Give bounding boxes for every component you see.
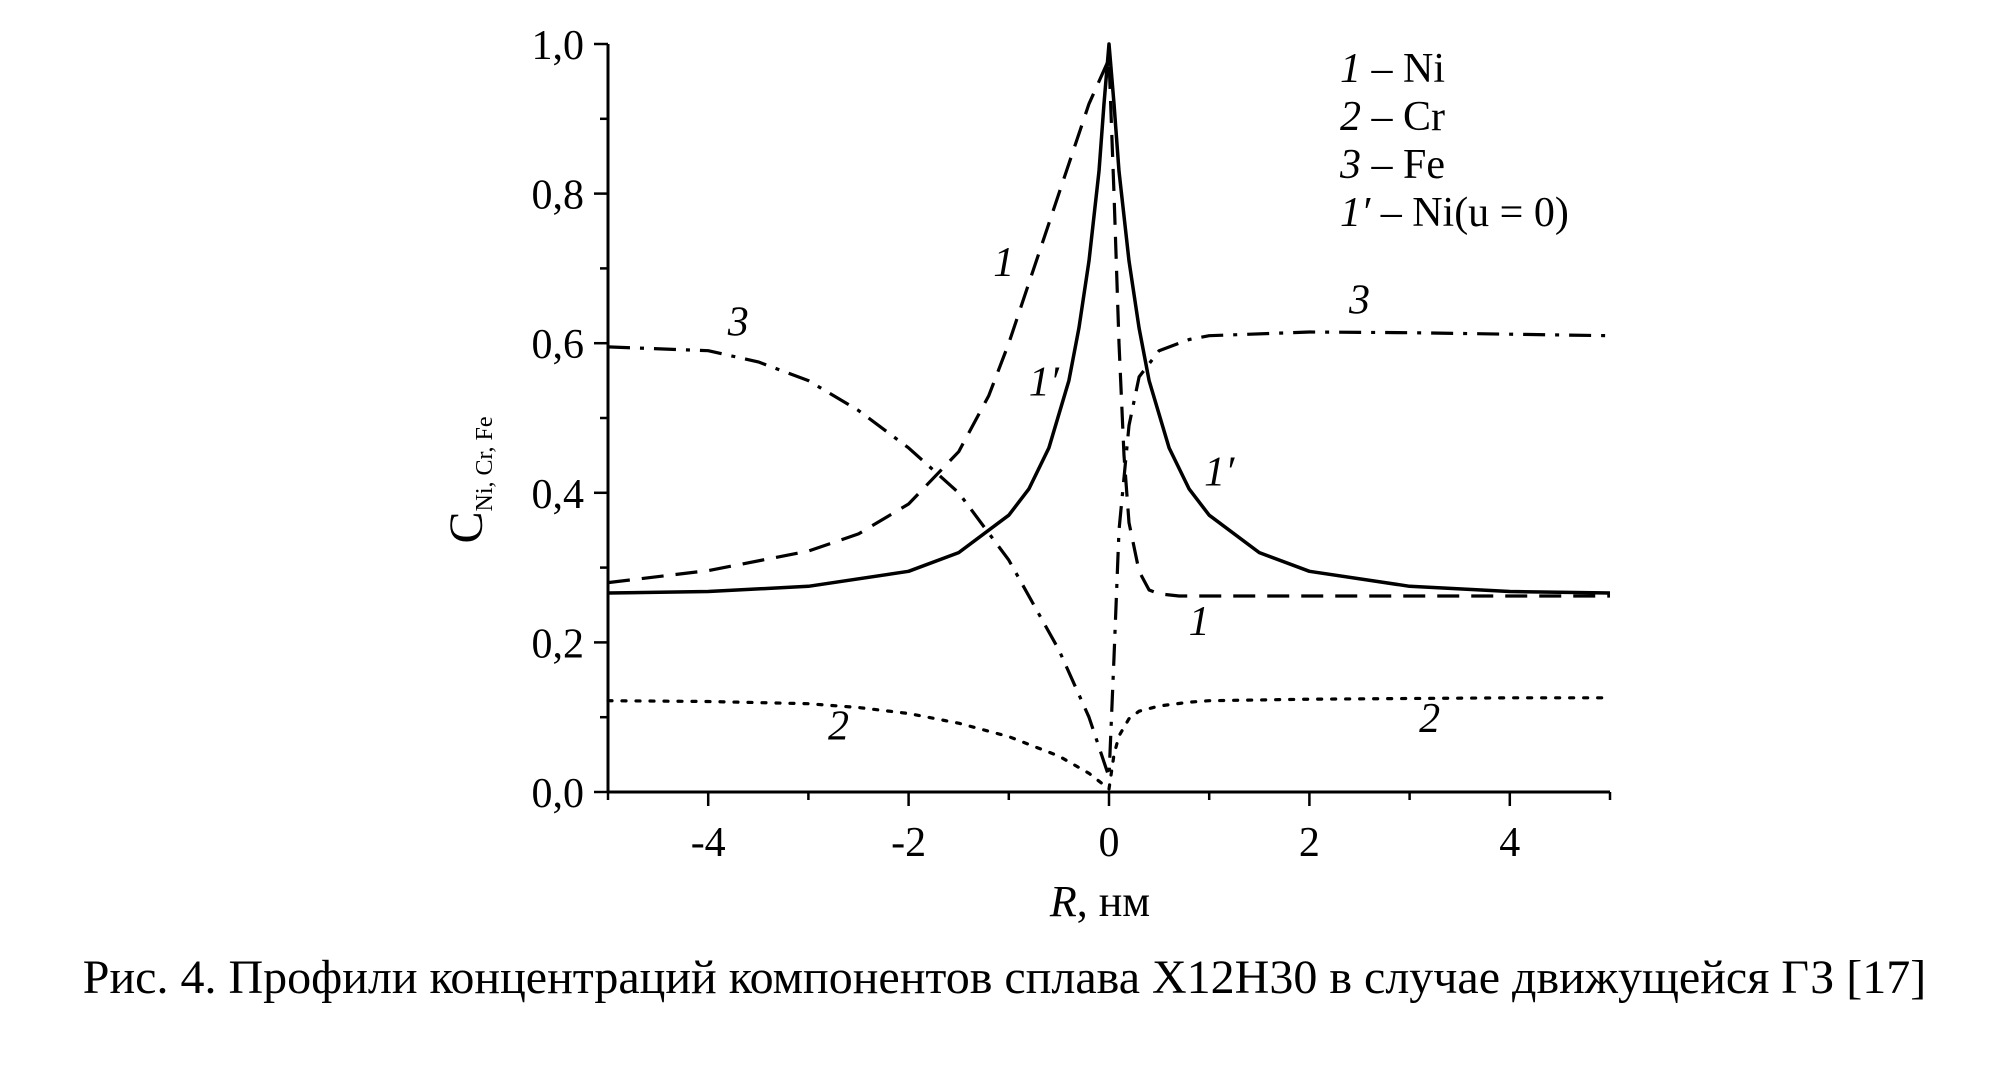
x-tick-label: 2: [1299, 820, 1320, 866]
curve-label: 2: [828, 704, 849, 750]
legend-entry-text: – Fe: [1361, 142, 1445, 188]
x-tick-label: 0: [1099, 820, 1120, 866]
curve-label: 1: [1189, 599, 1210, 645]
curve-label: 1: [993, 240, 1014, 286]
curve-labels-layer: 1 1′ 3 2 1′ 1 3 2: [727, 240, 1440, 750]
curve-label: 2: [1419, 696, 1440, 742]
legend-entry: 3 – Fe: [1339, 142, 1445, 188]
y-axis-label: CNi, Cr, Fe: [440, 416, 498, 543]
x-tick-label: -4: [691, 820, 726, 866]
legend-entry-number: 3: [1339, 142, 1361, 188]
legend-entry-text: – Ni(u = 0): [1370, 190, 1569, 236]
legend-entry: 2 – Cr: [1340, 94, 1445, 140]
series-line-4: [606, 696, 1612, 791]
legend-entry-number: 2: [1340, 94, 1361, 140]
curve-label: 3: [1348, 277, 1370, 323]
x-axis-label-unit: , нм: [1077, 877, 1150, 926]
y-tick-label: 0,6: [532, 322, 585, 368]
plot-frame: [606, 44, 1610, 794]
legend-entry-text: – Ni: [1361, 46, 1445, 92]
series-line-2: [607, 42, 1611, 595]
y-tick-label: 0,2: [532, 621, 585, 667]
y-tick-label: 0,4: [532, 472, 585, 518]
axis-labels: R, нм CNi, Cr, Fe: [440, 416, 1150, 926]
y-tick-label: 1,0: [532, 23, 585, 69]
legend-entry-number: 1: [1340, 46, 1361, 92]
curves-layer: [606, 42, 1612, 791]
curve-label: 1′: [1029, 360, 1060, 406]
y-tick-label: 0,8: [532, 173, 585, 219]
x-tick-label: 4: [1499, 820, 1520, 866]
y-axis-ticks: 0,0 0,2 0,4 0,6 0,8 1,0: [532, 23, 608, 817]
y-axis-label-main: C: [440, 512, 493, 544]
curve-label: 1′: [1204, 449, 1235, 495]
x-axis-label: R, нм: [1049, 877, 1150, 926]
y-tick-label: 0,0: [532, 771, 585, 817]
figure-caption: Рис. 4. Профили концентраций компонентов…: [82, 951, 1927, 1004]
x-axis-label-variable: R: [1049, 877, 1077, 926]
legend: 1 – Ni2 – Cr3 – Fe1′ – Ni(u = 0): [1339, 46, 1569, 236]
x-tick-label: -2: [891, 820, 926, 866]
legend-entry-text: – Cr: [1361, 94, 1445, 140]
y-axis-label-subscript: Ni, Cr, Fe: [472, 416, 498, 511]
series-line-1: [607, 57, 1610, 598]
curve-label: 3: [727, 300, 749, 346]
legend-entry-number: 1′: [1340, 190, 1371, 236]
legend-entry: 1′ – Ni(u = 0): [1340, 190, 1569, 236]
series-line-3: [607, 330, 1611, 779]
x-axis-ticks: -4 -2 0 2 4: [606, 792, 1612, 866]
legend-entry: 1 – Ni: [1340, 46, 1445, 92]
